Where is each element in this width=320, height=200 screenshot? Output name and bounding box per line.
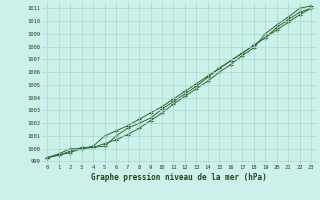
X-axis label: Graphe pression niveau de la mer (hPa): Graphe pression niveau de la mer (hPa) [91, 173, 267, 182]
